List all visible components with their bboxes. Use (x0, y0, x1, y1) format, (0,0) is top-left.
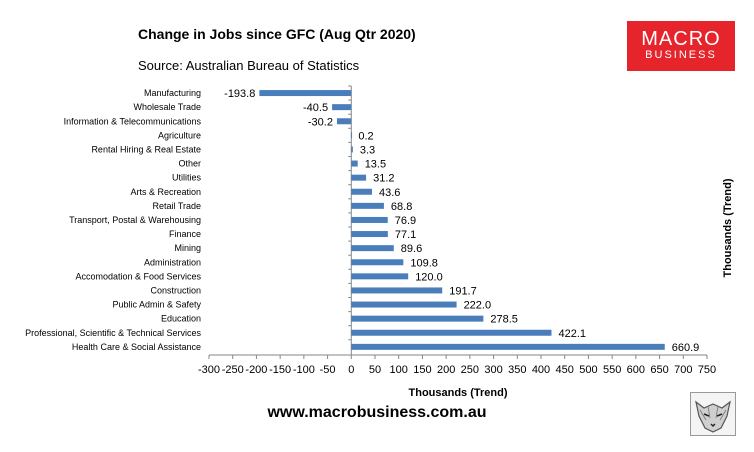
data-label: 68.8 (391, 201, 412, 213)
bar (351, 287, 443, 294)
value-tick-label: -200 (245, 364, 267, 376)
value-tick-label: -300 (198, 364, 220, 376)
bar (351, 301, 457, 308)
data-label: 3.3 (360, 144, 375, 156)
data-label: 76.9 (395, 215, 416, 227)
data-label: 77.1 (395, 229, 416, 241)
data-label: -40.5 (303, 102, 328, 114)
bar (351, 245, 394, 252)
bar (351, 329, 552, 336)
bar (351, 132, 353, 139)
value-tick-label: 150 (413, 364, 431, 376)
value-tick-label: 450 (556, 364, 574, 376)
chart-subtitle: Source: Australian Bureau of Statistics (138, 58, 360, 73)
bar (351, 273, 409, 280)
data-label: 222.0 (464, 300, 492, 312)
data-label: 191.7 (449, 285, 477, 297)
bar (351, 160, 358, 167)
data-label: 422.1 (558, 328, 586, 340)
category-label: Accomodation & Food Services (75, 271, 201, 281)
data-label: 660.9 (672, 342, 700, 354)
value-tick-label: 300 (484, 364, 502, 376)
bar (351, 231, 388, 238)
data-label: -193.8 (224, 88, 255, 100)
category-label: Retail Trade (152, 201, 201, 211)
category-label: Utilities (172, 173, 202, 183)
category-label: Arts & Recreation (130, 187, 201, 197)
bar (351, 174, 367, 181)
value-tick-label: 750 (698, 364, 716, 376)
value-tick-label: 200 (437, 364, 455, 376)
data-label: 278.5 (490, 314, 518, 326)
value-tick-label: -100 (293, 364, 315, 376)
value-tick-label: -150 (269, 364, 291, 376)
category-label: Professional, Scientific & Technical Ser… (25, 328, 201, 338)
value-tick-label: 350 (508, 364, 526, 376)
category-label: Transport, Postal & Warehousing (69, 215, 201, 225)
data-label: 0.2 (358, 130, 373, 142)
footer-url: www.macrobusiness.com.au (267, 404, 487, 421)
bar (351, 188, 372, 195)
bar (351, 216, 388, 223)
data-label: 89.6 (401, 243, 422, 255)
bar (351, 315, 484, 322)
category-label: Manufacturing (144, 88, 201, 98)
x-axis-title: Thousands (Trend) (409, 387, 508, 399)
chart-title: Change in Jobs since GFC (Aug Qtr 2020) (138, 26, 416, 42)
category-label: Public Admin & Safety (112, 300, 201, 310)
data-label: 109.8 (410, 257, 438, 269)
bar (336, 118, 352, 125)
data-label: 31.2 (373, 173, 394, 185)
value-tick-label: 600 (627, 364, 645, 376)
bar (351, 202, 384, 209)
value-tick-label: 700 (674, 364, 692, 376)
value-tick-label: 550 (603, 364, 621, 376)
value-tick-label: 650 (650, 364, 668, 376)
value-tick-label: 500 (579, 364, 597, 376)
data-label: 120.0 (415, 271, 443, 283)
category-label: Information & Telecommunications (64, 116, 202, 126)
value-tick-label: 250 (461, 364, 479, 376)
category-label: Construction (150, 285, 201, 295)
value-tick-label: 400 (532, 364, 550, 376)
macrobusiness-logo: MACRO BUSINESS (627, 21, 735, 71)
data-label: 43.6 (379, 187, 400, 199)
bar (351, 259, 404, 266)
secondary-axis-title: Thousands (Trend) (722, 178, 734, 277)
data-label: 13.5 (365, 159, 386, 171)
category-label: Agriculture (158, 130, 201, 140)
category-label: Mining (174, 243, 201, 253)
value-tick-label: -250 (222, 364, 244, 376)
value-tick-label: 100 (390, 364, 408, 376)
category-label: Education (161, 314, 201, 324)
logo-line-1: MACRO (641, 28, 721, 50)
category-label: Other (178, 159, 201, 169)
value-tick-label: -50 (320, 364, 336, 376)
category-label: Rental Hiring & Real Estate (91, 144, 201, 154)
value-tick-label: 0 (348, 364, 354, 376)
bar (332, 104, 352, 111)
wolf-logo-icon (690, 392, 736, 436)
bar (351, 343, 665, 350)
category-label: Administration (144, 257, 201, 267)
category-label: Health Care & Social Assistance (72, 342, 201, 352)
category-label: Finance (169, 229, 201, 239)
bar (351, 146, 353, 153)
category-label: Wholesale Trade (133, 102, 201, 112)
value-tick-label: 50 (369, 364, 381, 376)
bar (259, 90, 352, 97)
data-label: -30.2 (308, 116, 333, 128)
logo-line-2: BUSINESS (645, 49, 717, 61)
